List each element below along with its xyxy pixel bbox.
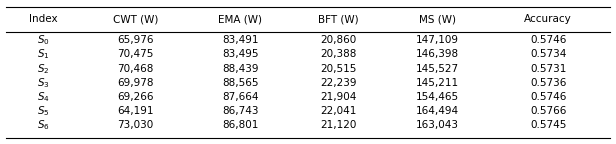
Text: 145,211: 145,211 [416,78,459,88]
Text: 21,120: 21,120 [320,120,357,130]
Text: 0.5745: 0.5745 [530,120,567,130]
Text: $S_{5}$: $S_{5}$ [37,104,49,118]
Text: $S_{6}$: $S_{6}$ [37,119,49,132]
Text: $S_{0}$: $S_{0}$ [37,33,49,47]
Text: 69,978: 69,978 [117,78,154,88]
Text: $S_{4}$: $S_{4}$ [37,90,49,104]
Text: 88,439: 88,439 [222,64,259,74]
Text: 69,266: 69,266 [117,92,154,102]
Text: 147,109: 147,109 [416,35,459,45]
Text: 22,239: 22,239 [320,78,357,88]
Text: $S_{2}$: $S_{2}$ [37,62,49,75]
Text: 70,475: 70,475 [117,49,154,59]
Text: 65,976: 65,976 [117,35,154,45]
Text: 86,801: 86,801 [222,120,259,130]
Text: 163,043: 163,043 [416,120,459,130]
Text: 88,565: 88,565 [222,78,259,88]
Text: 145,527: 145,527 [416,64,459,74]
Text: 0.5736: 0.5736 [530,78,567,88]
Text: 87,664: 87,664 [222,92,259,102]
Text: CWT (W): CWT (W) [113,14,158,24]
Text: EMA (W): EMA (W) [218,14,262,24]
Text: $S_{3}$: $S_{3}$ [37,76,49,90]
Text: 83,491: 83,491 [222,35,259,45]
Text: $S_{1}$: $S_{1}$ [37,48,49,61]
Text: 20,860: 20,860 [321,35,357,45]
Text: 154,465: 154,465 [416,92,459,102]
Text: Accuracy: Accuracy [524,14,572,24]
Text: 0.5731: 0.5731 [530,64,567,74]
Text: 83,495: 83,495 [222,49,259,59]
Text: 64,191: 64,191 [117,106,154,116]
Text: 0.5746: 0.5746 [530,35,567,45]
Text: 73,030: 73,030 [118,120,153,130]
Text: 20,388: 20,388 [320,49,357,59]
Text: 164,494: 164,494 [416,106,459,116]
Text: 70,468: 70,468 [117,64,154,74]
Text: 146,398: 146,398 [416,49,459,59]
Text: 0.5766: 0.5766 [530,106,567,116]
Text: 21,904: 21,904 [320,92,357,102]
Text: 86,743: 86,743 [222,106,259,116]
Text: BFT (W): BFT (W) [318,14,359,24]
Text: 0.5746: 0.5746 [530,92,567,102]
Text: 20,515: 20,515 [320,64,357,74]
Text: MS (W): MS (W) [419,14,456,24]
Text: Index: Index [29,14,57,24]
Text: 0.5734: 0.5734 [530,49,567,59]
Text: 22,041: 22,041 [320,106,357,116]
